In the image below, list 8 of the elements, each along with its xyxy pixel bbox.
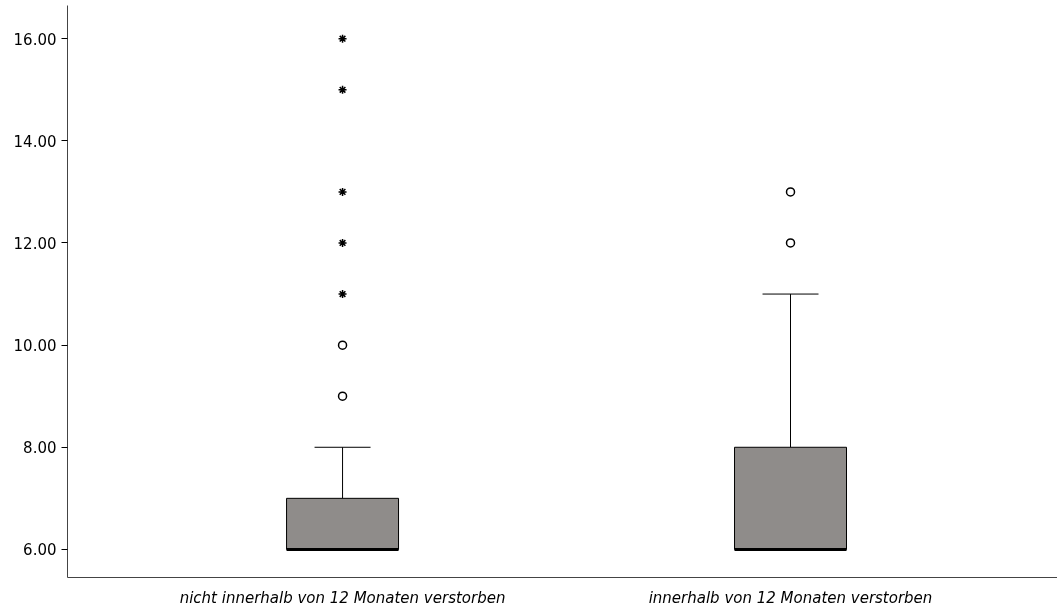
y-tick-label: 6.00 <box>23 541 57 560</box>
y-tick-label: 16.00 <box>13 30 57 49</box>
y-tick-label: 10.00 <box>13 337 57 356</box>
x-tick-label: nicht innerhalb von 12 Monaten verstorben <box>179 588 506 607</box>
y-tick-label: 8.00 <box>23 439 57 458</box>
y-tick-label: 12.00 <box>13 234 57 253</box>
x-tick-label: innerhalb von 12 Monaten verstorben <box>648 588 933 607</box>
y-tick-label: 14.00 <box>13 132 57 151</box>
